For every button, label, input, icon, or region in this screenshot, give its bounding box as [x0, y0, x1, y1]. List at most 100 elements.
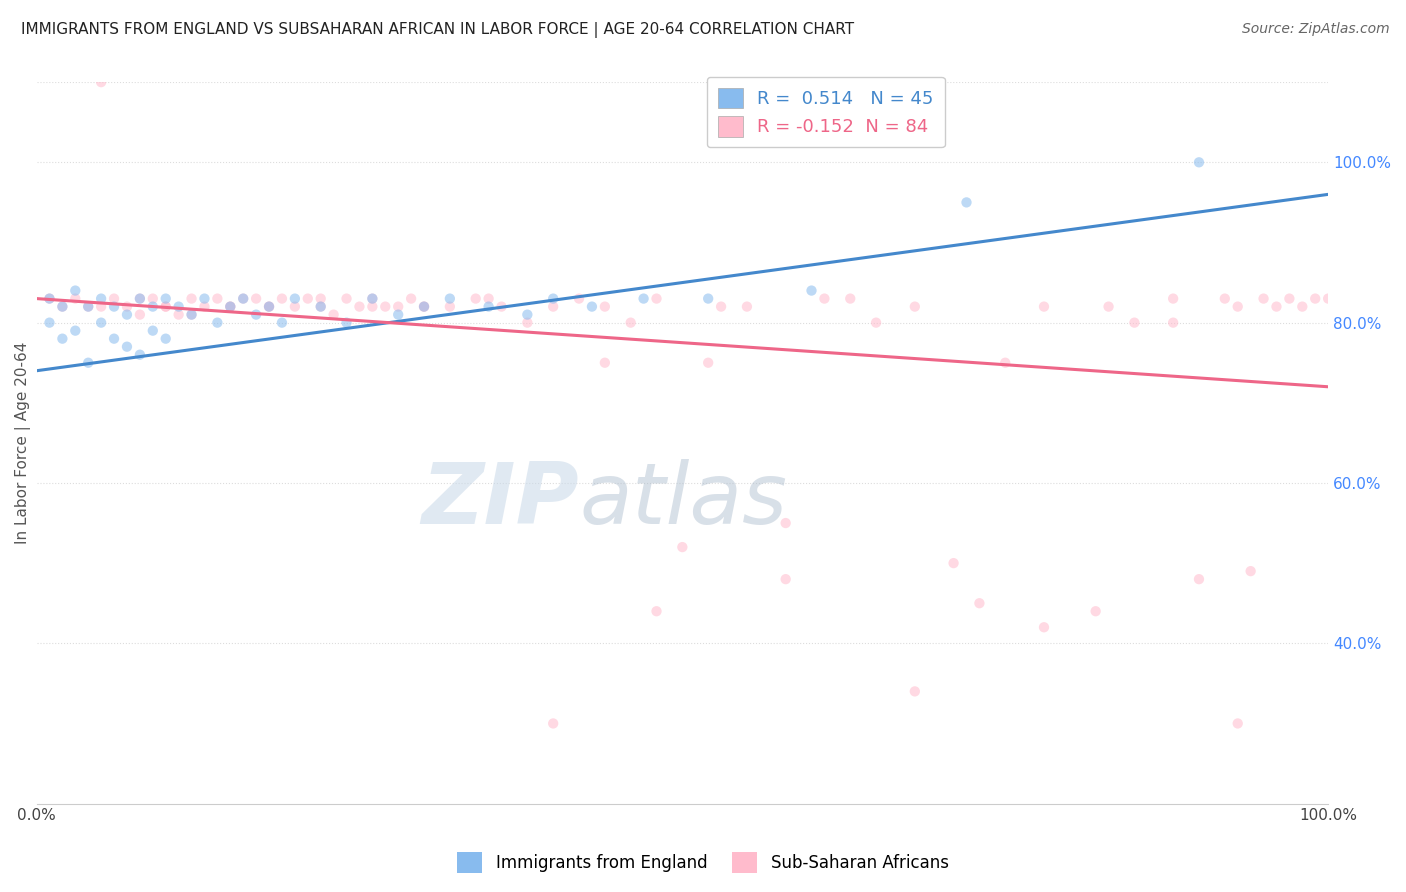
Point [335, 316, 357, 330]
Point [90, 316, 112, 330]
Point [541, 716, 564, 731]
Point [593, 356, 616, 370]
Point [478, 292, 501, 306]
Point [645, 292, 668, 306]
Point [115, 340, 138, 354]
Point [464, 292, 486, 306]
Point [942, 556, 965, 570]
Point [128, 308, 150, 322]
Point [865, 316, 887, 330]
Point [568, 292, 591, 306]
Point [645, 604, 668, 618]
Text: atlas: atlas [579, 459, 787, 542]
Point [257, 300, 280, 314]
Point [1033, 620, 1056, 634]
Point [593, 300, 616, 314]
Point [297, 292, 319, 306]
Point [128, 292, 150, 306]
Point [671, 540, 693, 554]
Point [207, 292, 229, 306]
Point [128, 348, 150, 362]
Point [735, 300, 758, 314]
Point [284, 300, 307, 314]
Point [969, 596, 991, 610]
Point [142, 324, 165, 338]
Point [904, 684, 927, 698]
Point [349, 300, 371, 314]
Point [516, 316, 538, 330]
Point [387, 308, 409, 322]
Legend: Immigrants from England, Sub-Saharan Africans: Immigrants from England, Sub-Saharan Afr… [451, 846, 955, 880]
Point [193, 292, 215, 306]
Point [361, 292, 384, 306]
Point [800, 284, 823, 298]
Point [620, 316, 643, 330]
Point [1226, 300, 1249, 314]
Point [1253, 292, 1275, 306]
Point [839, 292, 862, 306]
Point [271, 292, 294, 306]
Point [155, 332, 177, 346]
Point [1303, 292, 1326, 306]
Point [51, 332, 73, 346]
Point [180, 308, 202, 322]
Point [142, 292, 165, 306]
Point [51, 300, 73, 314]
Point [1097, 300, 1119, 314]
Point [38, 316, 60, 330]
Point [51, 300, 73, 314]
Point [245, 308, 267, 322]
Point [207, 316, 229, 330]
Point [904, 300, 927, 314]
Point [90, 300, 112, 314]
Point [775, 516, 797, 530]
Point [413, 300, 436, 314]
Point [309, 300, 332, 314]
Point [955, 195, 977, 210]
Point [1188, 572, 1211, 586]
Point [103, 332, 125, 346]
Point [697, 292, 720, 306]
Point [38, 292, 60, 306]
Point [322, 308, 344, 322]
Point [813, 292, 835, 306]
Point [1213, 292, 1236, 306]
Point [77, 300, 100, 314]
Point [1265, 300, 1288, 314]
Point [142, 300, 165, 314]
Text: IMMIGRANTS FROM ENGLAND VS SUBSAHARAN AFRICAN IN LABOR FORCE | AGE 20-64 CORRELA: IMMIGRANTS FROM ENGLAND VS SUBSAHARAN AF… [21, 22, 855, 38]
Text: ZIP: ZIP [422, 459, 579, 542]
Point [167, 308, 190, 322]
Point [219, 300, 242, 314]
Point [245, 292, 267, 306]
Y-axis label: In Labor Force | Age 20-64: In Labor Force | Age 20-64 [15, 342, 31, 544]
Point [65, 284, 87, 298]
Point [335, 292, 357, 306]
Point [232, 292, 254, 306]
Point [219, 300, 242, 314]
Point [257, 300, 280, 314]
Point [775, 572, 797, 586]
Point [413, 300, 436, 314]
Point [1033, 300, 1056, 314]
Point [361, 292, 384, 306]
Point [1317, 292, 1340, 306]
Point [541, 300, 564, 314]
Point [167, 300, 190, 314]
Legend: R =  0.514   N = 45, R = -0.152  N = 84: R = 0.514 N = 45, R = -0.152 N = 84 [707, 77, 945, 147]
Point [633, 292, 655, 306]
Point [193, 300, 215, 314]
Point [541, 292, 564, 306]
Point [77, 300, 100, 314]
Point [128, 292, 150, 306]
Point [232, 292, 254, 306]
Point [309, 300, 332, 314]
Point [1161, 316, 1184, 330]
Point [491, 300, 513, 314]
Point [115, 308, 138, 322]
Point [1278, 292, 1301, 306]
Point [271, 316, 294, 330]
Point [309, 292, 332, 306]
Point [284, 292, 307, 306]
Point [257, 300, 280, 314]
